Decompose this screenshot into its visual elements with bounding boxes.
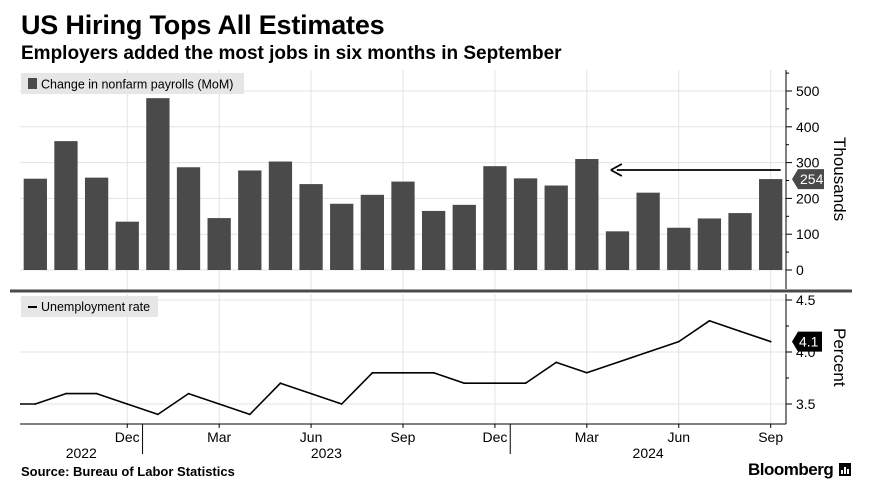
payroll-bar-20	[636, 192, 660, 270]
unemployment-point-3	[126, 403, 129, 405]
unemployment-callout-value: 4.1	[799, 334, 819, 350]
unemployment-point-1	[65, 392, 67, 395]
x-month-label-2: Jun	[300, 429, 323, 445]
payroll-bar-3	[115, 221, 139, 270]
bottom-legend-label: Unemployment rate	[41, 300, 150, 314]
x-year-label-0: 2022	[66, 445, 97, 461]
unemployment-point-18	[585, 371, 588, 374]
unemployment-point-10	[340, 403, 343, 405]
payroll-bar-21	[667, 227, 691, 270]
payroll-bar-17	[544, 185, 568, 270]
top-ytick-label-5: 500	[796, 83, 820, 99]
unemployment-line	[20, 319, 771, 416]
payroll-bar-1	[54, 141, 78, 270]
payroll-bar-9	[299, 184, 323, 270]
chart-subtitle: Employers added the most jobs in six mon…	[21, 43, 562, 64]
payroll-bar-24	[759, 179, 783, 270]
annotation-arrow-head	[610, 163, 623, 177]
top-ytick-label-0: 0	[796, 262, 804, 278]
unemployment-point-20	[647, 351, 650, 353]
x-month-label-4: Dec	[482, 429, 507, 445]
payroll-bar-7	[238, 170, 262, 270]
unemployment-point-9	[310, 392, 312, 395]
payroll-bar-12	[391, 181, 415, 270]
top-ytick-label-2: 200	[796, 190, 820, 206]
unemployment-point-24	[769, 340, 772, 343]
top-axis-title: Thousands	[830, 137, 849, 221]
unemployment-point-4	[156, 413, 159, 416]
unemployment-point-5	[187, 392, 190, 395]
unemployment-point-15	[494, 382, 496, 385]
unemployment-point-22	[708, 319, 711, 322]
unemployment-point-11	[371, 371, 374, 374]
unemployment-point-12	[402, 371, 404, 374]
bloomberg-chart-icon	[839, 463, 851, 476]
unemployment-point-14	[463, 382, 466, 385]
unemployment-point-17	[555, 361, 558, 364]
top-legend-box	[21, 73, 244, 94]
payroll-bar-2	[84, 177, 109, 270]
x-year-label-1: 2023	[311, 445, 342, 461]
x-month-label-5: Mar	[575, 429, 599, 445]
unemployment-point-7	[248, 413, 251, 416]
payroll-bar-22	[697, 218, 722, 270]
x-month-label-6: Jun	[667, 429, 690, 445]
brand-logo: Bloomberg	[748, 460, 834, 479]
top-ytick-label-4: 400	[796, 119, 820, 135]
payroll-callout-value: 254	[800, 171, 824, 187]
payroll-bar-4	[146, 98, 170, 270]
bottom-ytick-label-2: 4.5	[796, 292, 816, 308]
x-year-label-2: 2024	[633, 445, 664, 461]
payroll-bar-6	[207, 218, 231, 270]
x-month-label-1: Mar	[207, 429, 231, 445]
payroll-bar-10	[330, 203, 354, 270]
unemployment-point-2	[95, 392, 98, 395]
payroll-bar-19	[605, 231, 630, 270]
x-month-label-0: Dec	[115, 429, 140, 445]
bottom-legend-box	[21, 296, 158, 317]
payroll-bar-23	[728, 213, 752, 270]
top-ytick-label-1: 100	[796, 226, 820, 242]
payroll-callout-box	[792, 169, 824, 190]
unemployment-point-23	[739, 330, 741, 333]
payroll-bar-18	[575, 159, 599, 270]
payroll-bar-5	[176, 167, 201, 270]
bottom-legend-swatch	[28, 306, 37, 308]
bottom-ytick-label-0: 3.5	[796, 396, 816, 412]
unemployment-point-21	[677, 340, 680, 343]
bottom-axis-title: Percent	[830, 328, 849, 387]
payroll-bar-14	[452, 204, 476, 270]
payroll-bar-11	[360, 194, 385, 270]
top-legend-label: Change in nonfarm payrolls (MoM)	[41, 78, 233, 92]
top-ytick-label-3: 300	[796, 155, 820, 171]
x-month-label-3: Sep	[391, 429, 416, 445]
payroll-bar-13	[421, 210, 446, 270]
unemployment-point-8	[279, 382, 282, 385]
source-note: Source: Bureau of Labor Statistics	[21, 464, 235, 479]
payroll-bar-16	[513, 178, 538, 270]
unemployment-callout-box	[792, 331, 822, 352]
payroll-bar-15	[483, 166, 507, 270]
unemployment-point-0	[34, 403, 37, 405]
unemployment-point-6	[218, 403, 221, 405]
unemployment-point-13	[432, 371, 435, 374]
top-legend-swatch	[28, 78, 37, 89]
payroll-bar-0	[23, 178, 47, 270]
unemployment-point-16	[524, 382, 527, 385]
payroll-bar-8	[268, 161, 293, 270]
x-month-label-7: Sep	[758, 429, 783, 445]
unemployment-point-19	[616, 361, 619, 364]
chart-title: US Hiring Tops All Estimates	[21, 10, 385, 40]
